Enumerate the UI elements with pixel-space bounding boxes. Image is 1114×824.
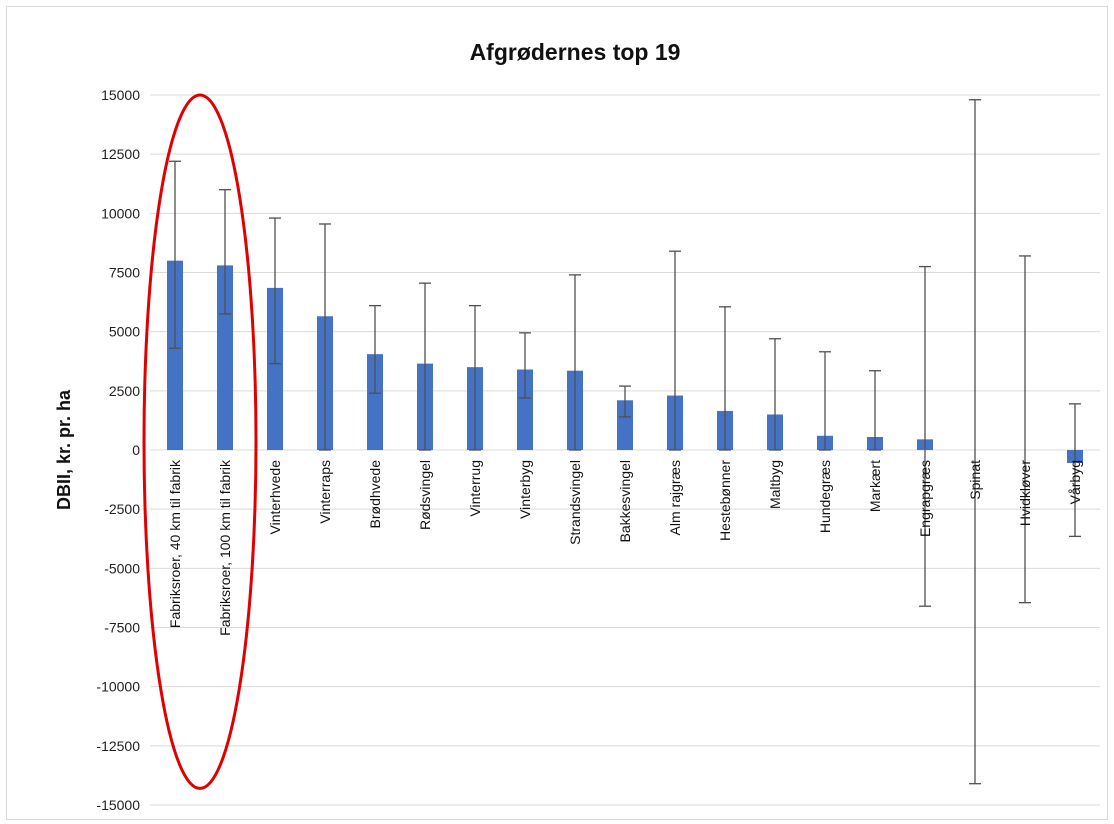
bar (517, 369, 533, 450)
bar (167, 260, 183, 450)
error-bar (269, 217, 281, 365)
y-tick-label: -5000 (104, 560, 140, 576)
x-tick-label: Rødsvingel (417, 460, 433, 530)
bar (617, 400, 633, 450)
x-tick-label: Vårbyg (1067, 460, 1083, 504)
x-tick-label: Spinat (967, 460, 983, 500)
error-bar (419, 282, 431, 451)
error-bar (619, 385, 631, 418)
chart-frame (6, 6, 1108, 820)
y-tick-label: 12500 (101, 146, 140, 162)
x-tick-label: Hvidkløver (1017, 460, 1033, 526)
error-bar (819, 351, 831, 451)
x-tick-label: Maltbyg (767, 460, 783, 509)
y-tick-label: 2500 (109, 383, 140, 399)
error-bar (569, 274, 581, 451)
y-tick-label: 10000 (101, 205, 140, 221)
x-tick-label: Vinterraps (317, 460, 333, 524)
x-tick-label: Hundegræs (817, 460, 833, 533)
y-tick-label: -2500 (104, 501, 140, 517)
y-tick-label: -15000 (96, 797, 140, 813)
x-tick-label: Brødhvede (367, 460, 383, 529)
x-tick-label: Vinterrug (467, 460, 483, 517)
error-bars (169, 99, 1081, 785)
x-tick-label: Markært (867, 460, 883, 512)
error-bar (719, 306, 731, 451)
chart-title: Afgrødernes top 19 (470, 39, 681, 65)
x-axis-labels: Fabriksroer, 40 km til fabrik Fabriksroer… (167, 459, 1083, 636)
y-tick-label: -7500 (104, 620, 140, 636)
x-tick-label: Vinterhvede (267, 460, 283, 535)
annotations (142, 93, 258, 790)
bar (367, 354, 383, 450)
y-tick-label: 5000 (109, 324, 140, 340)
error-bar (519, 332, 531, 399)
y-tick-label: -10000 (96, 679, 140, 695)
error-bar (869, 370, 881, 451)
x-tick-label: Bakkesvingel (617, 460, 633, 543)
annotation-ellipse (142, 93, 258, 790)
x-tick-label: Fabriksroer, 40 km til fabrik (167, 459, 183, 628)
x-tick-label: Hestebønner (717, 460, 733, 541)
x-tick-label: Engrapgræs (917, 460, 933, 537)
x-tick-label: Strandsvingel (567, 460, 583, 545)
x-tick-label: Fabriksroer, 100 km til fabrik (217, 459, 233, 636)
error-bar (219, 189, 231, 315)
error-bar (369, 304, 381, 394)
error-bar (769, 338, 781, 451)
gridlines (150, 94, 1100, 806)
error-bar (1019, 255, 1031, 604)
error-bar (1069, 403, 1081, 538)
error-bar (669, 250, 681, 451)
y-tick-label: 15000 (101, 87, 140, 103)
error-bar (969, 99, 981, 785)
y-axis-ticks: 15000 12500 10000 7500 5000 2500 0 -2500 -5000 -7… (96, 87, 140, 813)
bar (217, 265, 233, 450)
y-axis-label: DBII, kr. pr. ha (54, 389, 74, 510)
y-tick-label: 7500 (109, 265, 140, 281)
error-bar (469, 304, 481, 451)
x-tick-label: Vinterbyg (517, 460, 533, 519)
x-tick-label: Alm rajgræs (667, 460, 683, 535)
bars (167, 260, 1083, 464)
y-tick-label: -12500 (96, 738, 140, 754)
error-bar (169, 160, 181, 349)
bar (267, 287, 283, 450)
error-bar (919, 265, 931, 607)
y-tick-label: 0 (132, 442, 140, 458)
error-bar (319, 223, 331, 451)
